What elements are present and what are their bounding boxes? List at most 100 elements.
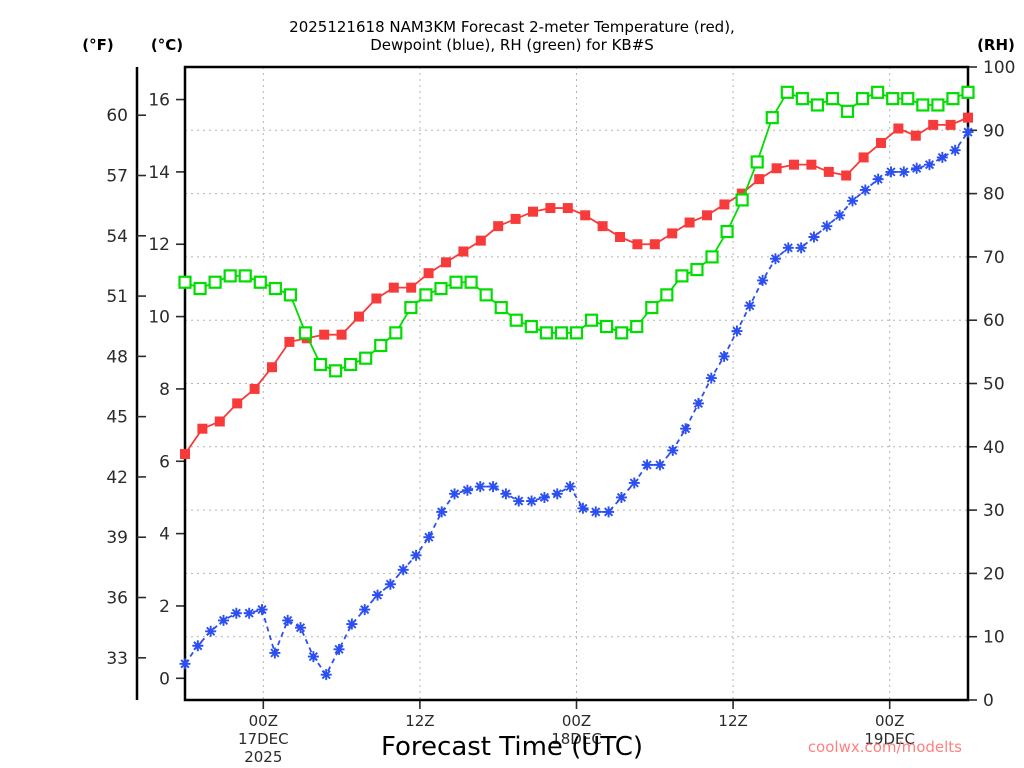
data-point-marker bbox=[410, 549, 422, 561]
data-point-marker bbox=[680, 423, 692, 435]
data-point-marker bbox=[810, 98, 825, 112]
data-point-marker bbox=[528, 206, 538, 217]
data-point-marker bbox=[458, 246, 469, 257]
data-point-marker bbox=[436, 506, 448, 518]
data-point-marker bbox=[705, 250, 719, 264]
data-point-marker bbox=[269, 647, 281, 659]
data-point-marker bbox=[494, 300, 508, 315]
data-point-marker bbox=[282, 614, 294, 626]
data-point-marker bbox=[705, 372, 717, 384]
data-point-marker bbox=[632, 239, 643, 250]
data-point-marker bbox=[461, 484, 473, 496]
data-point-marker bbox=[539, 326, 553, 340]
fahrenheit-axis: 33 36 39 42 45 48 51 54 57 60 bbox=[106, 67, 146, 700]
data-point-marker bbox=[243, 607, 255, 619]
fahrenheit-tick-label: 57 bbox=[106, 167, 128, 187]
data-point-marker bbox=[641, 459, 653, 471]
data-point-marker bbox=[945, 119, 956, 130]
data-point-marker bbox=[197, 423, 208, 434]
data-point-marker bbox=[649, 239, 660, 250]
data-point-marker bbox=[298, 326, 313, 340]
data-point-marker bbox=[179, 658, 191, 670]
data-point-marker bbox=[359, 351, 373, 365]
data-point-marker bbox=[735, 193, 749, 207]
celsius-tick-label: 8 bbox=[159, 380, 170, 400]
data-point-marker bbox=[757, 274, 769, 286]
data-point-marker bbox=[615, 232, 625, 243]
data-point-marker bbox=[780, 85, 794, 99]
data-point-marker bbox=[208, 275, 222, 289]
data-point-marker bbox=[538, 491, 550, 503]
fahrenheit-tick-label: 48 bbox=[106, 347, 128, 367]
data-point-marker bbox=[397, 564, 409, 576]
data-point-marker bbox=[513, 495, 525, 507]
data-point-marker bbox=[765, 111, 779, 125]
celsius-tick-label: 4 bbox=[159, 525, 170, 545]
data-point-marker bbox=[898, 166, 910, 178]
data-point-marker bbox=[630, 319, 644, 334]
rh-tick-label: 40 bbox=[983, 438, 1005, 458]
watermark-link: coolwx.com/modelts bbox=[808, 738, 962, 756]
data-point-marker bbox=[423, 268, 434, 279]
fahrenheit-tick-label: 54 bbox=[106, 227, 128, 247]
data-point-marker bbox=[876, 137, 886, 148]
data-point-marker bbox=[214, 416, 225, 427]
data-point-marker bbox=[825, 92, 840, 106]
data-point-marker bbox=[359, 604, 371, 616]
celsius-tick-label: 12 bbox=[148, 235, 170, 255]
fahrenheit-tick-label: 33 bbox=[106, 649, 128, 669]
data-point-marker bbox=[268, 281, 282, 296]
rh-tick-label: 60 bbox=[983, 311, 1005, 331]
data-point-marker bbox=[509, 313, 523, 327]
plot-frame bbox=[183, 65, 970, 702]
data-point-marker bbox=[389, 326, 403, 340]
time-tick-label: 00Z bbox=[875, 712, 904, 730]
data-point-marker bbox=[872, 173, 884, 185]
series-relative-humidity bbox=[178, 85, 975, 378]
fahrenheit-tick-label: 45 bbox=[106, 408, 128, 428]
data-point-marker bbox=[320, 669, 332, 681]
data-point-marker bbox=[441, 257, 451, 268]
data-point-marker bbox=[551, 488, 563, 500]
grid-lines bbox=[185, 67, 968, 700]
fahrenheit-tick-label: 36 bbox=[106, 589, 128, 609]
data-point-marker bbox=[846, 195, 858, 207]
time-tick-label: 12Z bbox=[405, 712, 434, 730]
data-point-marker bbox=[354, 311, 364, 322]
data-point-marker bbox=[374, 338, 388, 353]
data-point-marker bbox=[230, 607, 242, 619]
data-point-marker bbox=[963, 112, 973, 123]
data-point-marker bbox=[731, 325, 743, 337]
time-tick-label: 12Z bbox=[718, 712, 747, 730]
celsius-tick-label: 0 bbox=[159, 669, 170, 689]
data-point-marker bbox=[295, 622, 307, 634]
data-point-marker bbox=[645, 300, 659, 315]
data-point-marker bbox=[371, 293, 382, 304]
fahrenheit-tick-label: 39 bbox=[106, 528, 128, 548]
data-point-marker bbox=[545, 203, 556, 214]
data-point-marker bbox=[423, 531, 435, 543]
data-point-marker bbox=[928, 119, 939, 130]
data-point-marker bbox=[487, 481, 499, 493]
data-point-marker bbox=[916, 98, 930, 112]
data-point-marker bbox=[584, 313, 599, 327]
data-point-marker bbox=[885, 166, 897, 178]
data-point-marker bbox=[962, 126, 974, 138]
data-point-marker bbox=[419, 288, 433, 302]
data-point-marker bbox=[475, 235, 486, 246]
celsius-axis: 0 2 4 6 8 10 12 14 16 bbox=[148, 91, 185, 689]
data-point-marker bbox=[936, 151, 948, 163]
data-point-marker bbox=[388, 282, 399, 293]
celsius-tick-label: 10 bbox=[148, 308, 170, 328]
data-point-marker bbox=[406, 282, 417, 293]
data-point-marker bbox=[510, 213, 521, 224]
data-point-marker bbox=[344, 357, 358, 372]
data-point-marker bbox=[580, 210, 591, 221]
data-point-marker bbox=[569, 326, 584, 340]
rh-tick-label: 70 bbox=[983, 248, 1005, 268]
data-point-marker bbox=[744, 300, 756, 312]
data-point-marker bbox=[782, 242, 794, 254]
data-point-marker bbox=[493, 221, 504, 232]
data-point-marker bbox=[667, 228, 678, 239]
data-point-marker bbox=[910, 130, 921, 141]
